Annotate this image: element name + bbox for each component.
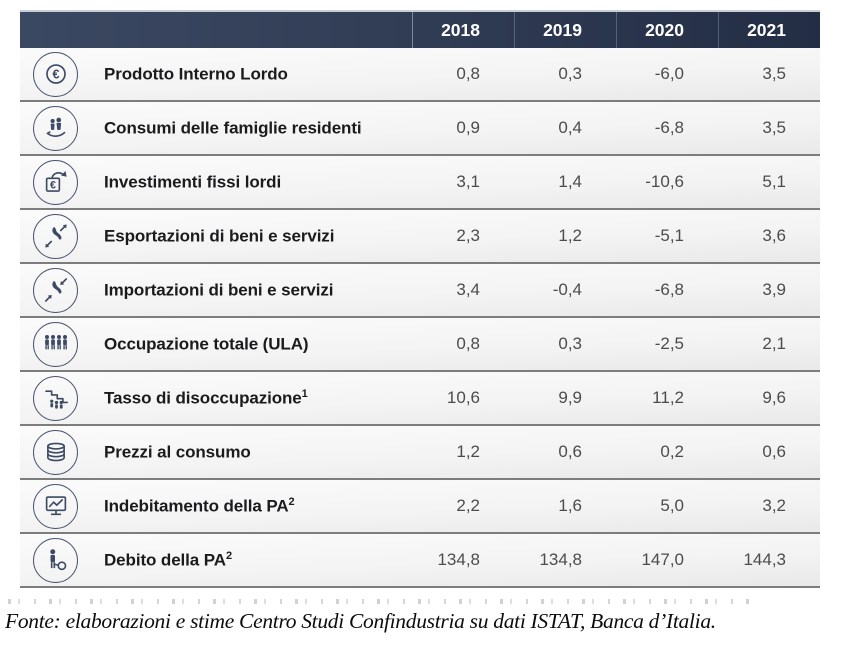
value-2018: 0,8 xyxy=(456,64,480,83)
column-header-2018: 2018 xyxy=(412,12,514,48)
value-2020: 11,2 xyxy=(652,388,684,407)
italy-import-arrows-icon xyxy=(33,267,78,313)
table-row: Prezzi al consumo 1,2 0,6 0,2 0,6 xyxy=(20,426,820,480)
row-label-cell: € Investimenti fissi lordi xyxy=(20,159,412,205)
value-2019: 1,6 xyxy=(558,496,582,515)
value-2019: 0,4 xyxy=(558,118,582,137)
row-label-cell: Indebitamento della PA2 xyxy=(20,483,412,529)
value-2018: 134,8 xyxy=(437,550,480,569)
value-2020: -6,0 xyxy=(654,64,684,83)
row-label-cell: € Prodotto Interno Lordo xyxy=(20,51,412,97)
value-2019: 0,6 xyxy=(558,442,582,461)
euro-circle-icon: € xyxy=(33,51,78,97)
value-2021: 3,6 xyxy=(762,226,786,245)
value-2018: 2,2 xyxy=(456,496,480,515)
value-2018: 0,8 xyxy=(456,334,480,353)
value-2021: 3,2 xyxy=(762,496,786,515)
table-row: € Prodotto Interno Lordo 0,8 0,3 -6,0 3,… xyxy=(20,48,820,102)
value-2019: 0,3 xyxy=(558,334,582,353)
row-label: Indebitamento della PA2 xyxy=(104,495,295,516)
monitor-chart-icon xyxy=(33,483,78,529)
value-2021: 2,1 xyxy=(762,334,786,353)
table-row: Tasso di disoccupazione1 10,6 9,9 11,2 9… xyxy=(20,372,820,426)
value-2020: -6,8 xyxy=(654,118,684,137)
row-label: Investimenti fissi lordi xyxy=(104,172,282,192)
row-label-cell: Prezzi al consumo xyxy=(20,429,412,475)
value-2021: 144,3 xyxy=(743,550,786,569)
row-label: Consumi delle famiglie residenti xyxy=(104,118,362,138)
coins-stack-icon xyxy=(33,429,78,475)
table-row: Indebitamento della PA2 2,2 1,6 5,0 3,2 xyxy=(20,480,820,534)
row-label: Tasso di disoccupazione1 xyxy=(104,387,308,408)
table-row: Importazioni di beni e servizi 3,4 -0,4 … xyxy=(20,264,820,318)
svg-text:€: € xyxy=(50,179,56,191)
value-2020: -5,1 xyxy=(654,226,684,245)
value-2020: -6,8 xyxy=(654,280,684,299)
value-2019: 0,3 xyxy=(558,64,582,83)
value-2018: 10,6 xyxy=(446,388,480,407)
unemployment-stairs-icon xyxy=(33,375,78,421)
row-label-cell: Esportazioni di beni e servizi xyxy=(20,213,412,259)
table-row: Esportazioni di beni e servizi 2,3 1,2 -… xyxy=(20,210,820,264)
value-2021: 5,1 xyxy=(762,172,786,191)
row-label: Debito della PA2 xyxy=(104,549,232,570)
value-2019: 1,4 xyxy=(558,172,582,191)
value-2019: -0,4 xyxy=(552,280,582,299)
table-row: Consumi delle famiglie residenti 0,9 0,4… xyxy=(20,102,820,156)
row-label-cell: Debito della PA2 xyxy=(20,537,412,583)
value-2020: 147,0 xyxy=(641,550,684,569)
value-2018: 3,4 xyxy=(456,280,480,299)
row-label-cell: Occupazione totale (ULA) xyxy=(20,321,412,367)
economic-indicators-table: 2018 2019 2020 2021 € Prodotto Interno L… xyxy=(20,10,820,588)
value-2019: 134,8 xyxy=(539,550,582,569)
row-label: Importazioni di beni e servizi xyxy=(104,280,334,300)
value-2020: 0,2 xyxy=(660,442,684,461)
investment-arrow-icon: € xyxy=(33,159,78,205)
value-2020: -2,5 xyxy=(654,334,684,353)
table-row: € Investimenti fissi lordi 3,1 1,4 -10,6… xyxy=(20,156,820,210)
svg-text:€: € xyxy=(52,68,59,82)
italy-export-arrows-icon xyxy=(33,213,78,259)
row-label-cell: Tasso di disoccupazione1 xyxy=(20,375,412,421)
people-group-icon xyxy=(33,321,78,367)
value-2018: 1,2 xyxy=(456,442,480,461)
value-2018: 3,1 xyxy=(456,172,480,191)
value-2021: 3,9 xyxy=(762,280,786,299)
clipped-footnote-remnant xyxy=(8,599,756,604)
table-row: Occupazione totale (ULA) 0,8 0,3 -2,5 2,… xyxy=(20,318,820,372)
value-2021: 3,5 xyxy=(762,64,786,83)
value-2020: -10,6 xyxy=(645,172,684,191)
row-label-cell: Consumi delle famiglie residenti xyxy=(20,105,412,151)
column-header-2019: 2019 xyxy=(514,12,616,48)
row-label: Esportazioni di beni e servizi xyxy=(104,226,335,246)
row-label: Prodotto Interno Lordo xyxy=(104,64,288,84)
table-header: 2018 2019 2020 2021 xyxy=(20,10,820,48)
value-2019: 1,2 xyxy=(558,226,582,245)
row-label: Occupazione totale (ULA) xyxy=(104,334,309,354)
value-2019: 9,9 xyxy=(558,388,582,407)
value-2021: 9,6 xyxy=(762,388,786,407)
value-2020: 5,0 xyxy=(660,496,684,515)
value-2021: 3,5 xyxy=(762,118,786,137)
value-2018: 2,3 xyxy=(456,226,480,245)
column-header-2020: 2020 xyxy=(616,12,718,48)
row-label: Prezzi al consumo xyxy=(104,442,251,462)
column-header-2021: 2021 xyxy=(718,12,820,48)
person-ball-chain-icon xyxy=(33,537,78,583)
value-2021: 0,6 xyxy=(762,442,786,461)
family-hand-icon xyxy=(33,105,78,151)
source-caption: Fonte: elaborazioni e stime Centro Studi… xyxy=(5,609,716,633)
value-2018: 0,9 xyxy=(456,118,480,137)
row-label-cell: Importazioni di beni e servizi xyxy=(20,267,412,313)
table-row: Debito della PA2 134,8 134,8 147,0 144,3 xyxy=(20,534,820,588)
